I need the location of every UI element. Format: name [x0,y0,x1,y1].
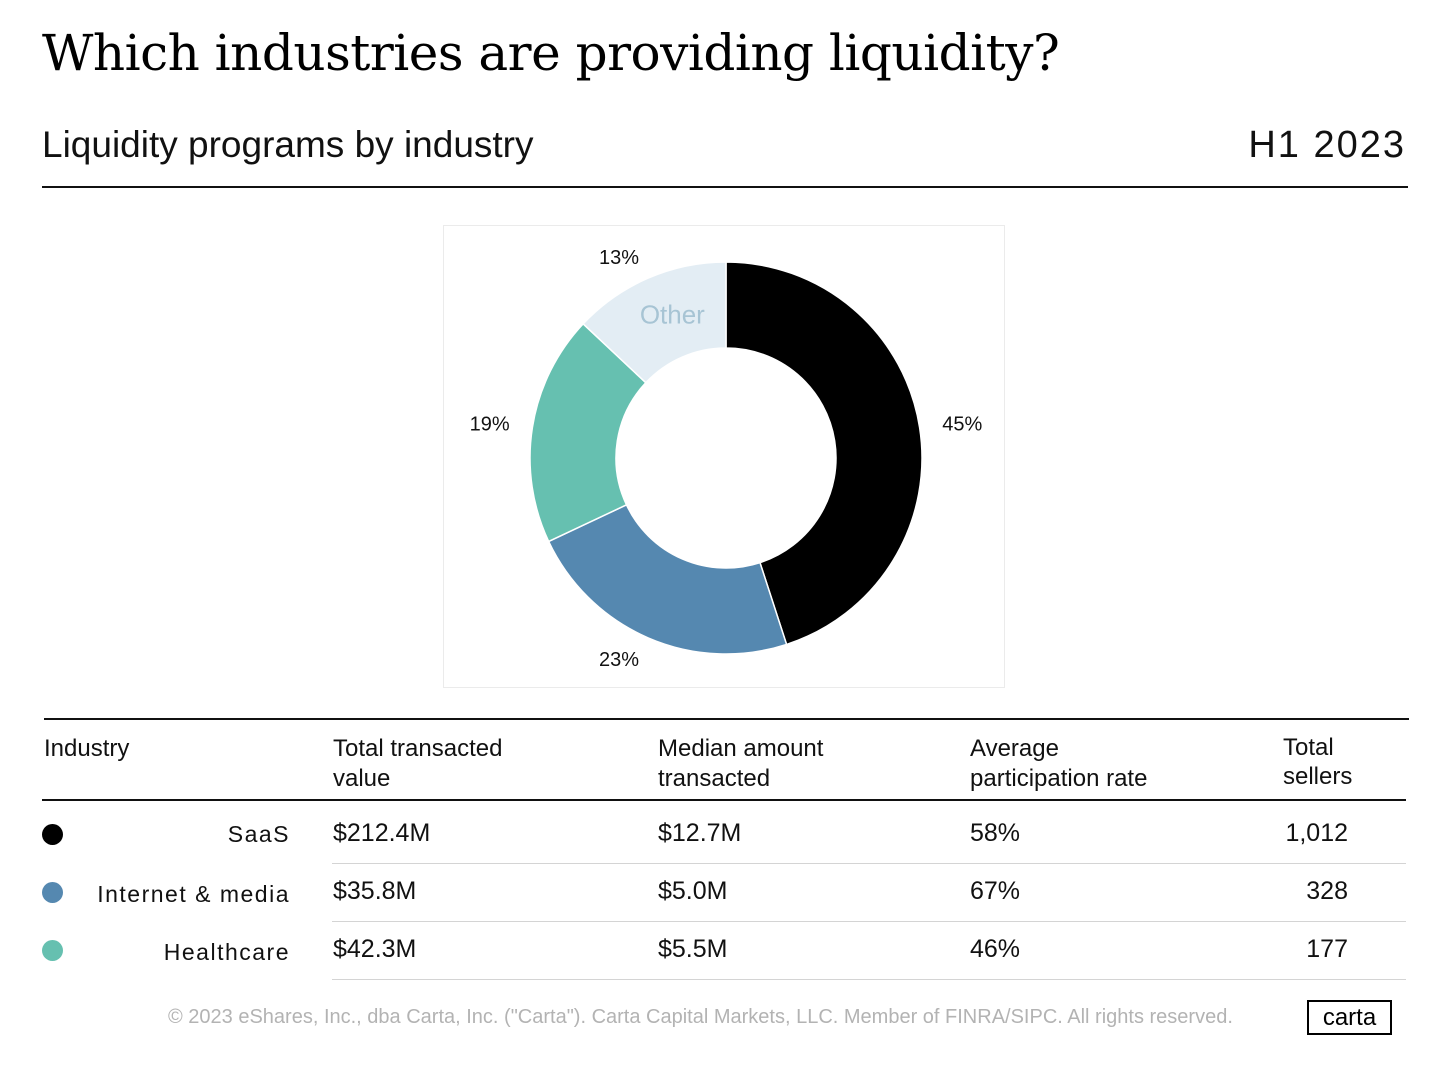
avg-participation: 67% [970,877,1021,905]
legend-dot-internet-media [42,882,63,903]
median-amount: $5.0M [658,877,728,905]
table-row: Internet & media $35.8M $5.0M 67% 328 [42,862,1406,922]
copyright-notice: © 2023 eShares, Inc., dba Carta, Inc. ("… [168,1006,1233,1028]
industry-name: SaaS [227,821,290,847]
slice-annotation-other: Other [640,300,705,330]
table-row: Healthcare $42.3M $5.5M 46% 177 [42,920,1406,980]
slice-label-other: 13% [599,247,639,269]
col-header-industry: Industry [44,735,130,762]
col-header-avg: Average participation rate [970,734,1147,794]
header-divider [42,186,1408,188]
chart-subtitle: Liquidity programs by industry [42,124,534,165]
slice-healthcare [529,322,647,543]
table-top-rule [44,718,1409,720]
slice-other [582,261,727,384]
legend-dot-saas [42,824,63,845]
industry-name: Healthcare [163,939,290,965]
total-sellers: 1,012 [1285,819,1348,847]
total-sellers: 328 [1306,877,1348,905]
total-value: $35.8M [333,877,417,905]
col-header-median-line2: transacted [658,765,771,792]
slice-saas [725,261,923,646]
col-header-total: Total transacted value [333,734,502,794]
col-header-avg-line2: participation rate [970,765,1148,792]
legend-dot-healthcare [42,940,63,961]
page-title: Which industries are providing liquidity… [42,24,1060,82]
row-divider [332,979,1406,980]
row-divider [332,863,1406,864]
col-header-sellers-line1: Total [1283,734,1334,761]
total-value: $42.3M [333,935,417,963]
industry-name: Internet & media [97,881,290,907]
chart-card: 45% 23% 19% 13% Other [443,225,1005,688]
slice-internet-media [547,503,788,655]
col-header-total-line1: Total transacted [333,735,503,762]
slice-label-healthcare: 19% [470,414,510,436]
col-header-sellers-line2: sellers [1283,763,1353,790]
col-header-median-line1: Median amount [658,735,824,762]
slice-label-saas: 45% [942,414,982,436]
table-header-rule [42,799,1406,801]
median-amount: $12.7M [658,819,742,847]
avg-participation: 58% [970,819,1021,847]
slice-label-internet-media: 23% [599,649,639,671]
total-value: $212.4M [333,819,431,847]
row-divider [332,921,1406,922]
median-amount: $5.5M [658,935,728,963]
avg-participation: 46% [970,935,1021,963]
total-sellers: 177 [1306,935,1348,963]
col-header-total-line2: value [333,765,391,792]
col-header-avg-line1: Average [970,735,1059,762]
donut-chart: 45% 23% 19% 13% Other [470,247,983,671]
col-header-median: Median amount transacted [658,734,823,794]
carta-logo: carta [1307,1000,1392,1035]
col-header-sellers: Total sellers [1283,733,1352,791]
table-row: SaaS $212.4M $12.7M 58% 1,012 [42,804,1406,864]
period-label: H1 2023 [1248,124,1406,166]
